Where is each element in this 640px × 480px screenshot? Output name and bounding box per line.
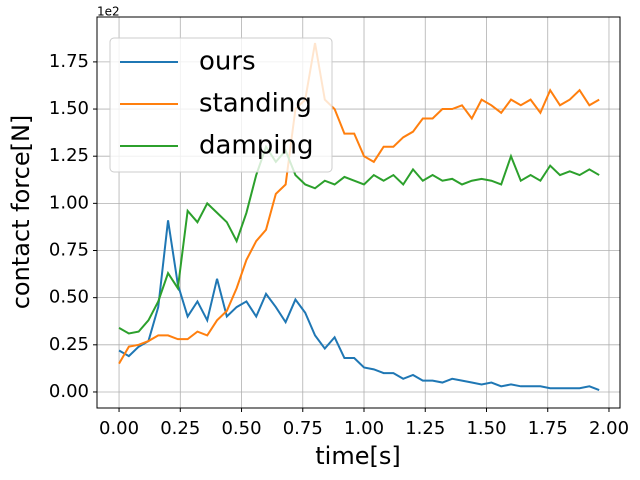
y-offset-label: 1e2 bbox=[97, 5, 120, 19]
y-tick-label: 0.50 bbox=[49, 287, 89, 308]
x-tick-label: 0.50 bbox=[221, 418, 261, 439]
x-tick-label: 1.00 bbox=[344, 418, 384, 439]
x-tick-label: 0.00 bbox=[99, 418, 139, 439]
y-tick-label: 1.25 bbox=[49, 145, 89, 166]
legend-label: damping bbox=[199, 131, 313, 161]
y-tick-label: 0.00 bbox=[49, 381, 89, 402]
y-axis-label: contact force[N] bbox=[7, 115, 35, 310]
x-tick-label: 0.75 bbox=[283, 418, 323, 439]
legend-box bbox=[109, 37, 333, 173]
legend-label: ours bbox=[199, 47, 256, 77]
y-tick-label: 0.75 bbox=[49, 240, 89, 261]
y-tick-label: 1.00 bbox=[49, 192, 89, 213]
y-tick-label: 0.25 bbox=[49, 334, 89, 355]
series-line bbox=[118, 42, 600, 365]
x-axis-label: time[s] bbox=[315, 442, 400, 470]
x-tick-label: 2.00 bbox=[589, 418, 629, 439]
series-line bbox=[118, 220, 600, 392]
series-line bbox=[118, 144, 600, 335]
x-tick-label: 1.75 bbox=[528, 418, 568, 439]
y-tick-label: 1.75 bbox=[49, 51, 89, 72]
x-tick-label: 0.25 bbox=[160, 418, 200, 439]
legend-label: standing bbox=[199, 89, 312, 119]
y-tick-label: 1.50 bbox=[49, 98, 89, 119]
x-tick-label: 1.50 bbox=[466, 418, 506, 439]
x-tick-label: 1.25 bbox=[405, 418, 445, 439]
axes-frame bbox=[96, 16, 621, 409]
